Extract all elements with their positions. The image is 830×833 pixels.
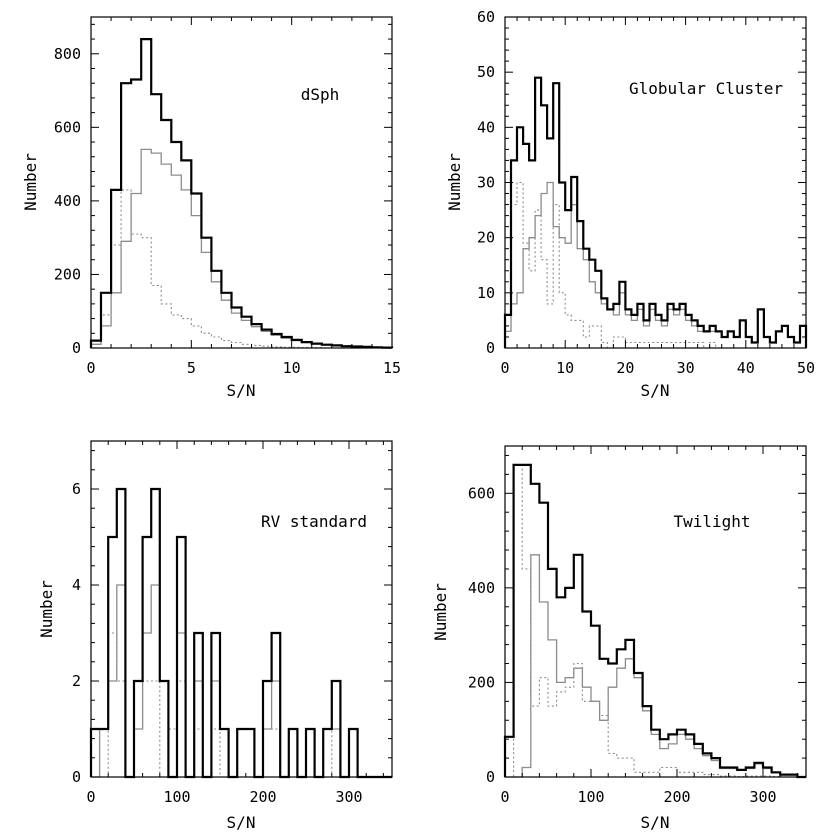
x-tick-label: 0 xyxy=(500,788,509,806)
chart-title: Globular Cluster xyxy=(629,79,783,98)
y-tick-label: 4 xyxy=(72,576,81,594)
x-tick-label: 40 xyxy=(737,359,755,377)
x-tick-label: 15 xyxy=(383,359,401,377)
chart-title: Twilight xyxy=(673,512,750,531)
y-tick-label: 600 xyxy=(54,118,81,136)
y-axis-label: Number xyxy=(37,580,56,638)
y-tick-label: 0 xyxy=(72,768,81,786)
y-tick-label: 40 xyxy=(477,118,495,136)
histogram-series-solid xyxy=(504,181,807,348)
y-tick-label: 20 xyxy=(477,229,495,247)
chart-title: RV standard xyxy=(261,512,367,531)
panel-globular-cluster: 0 10 20 30 40 50 0 10 20 30 40 50 60 Globular Cluste… xyxy=(445,8,815,400)
plot-frame xyxy=(90,440,393,778)
x-tick-label: 100 xyxy=(163,788,190,806)
x-tick-label: 300 xyxy=(335,788,362,806)
y-tick-label: 0 xyxy=(72,339,81,357)
y-tick-label: 6 xyxy=(72,480,81,498)
histogram-series-total xyxy=(89,487,392,779)
x-axis-label: S/N xyxy=(227,813,256,832)
y-tick-label: 400 xyxy=(468,579,495,597)
histogram-series-total xyxy=(89,38,394,349)
y-axis-label: Number xyxy=(445,153,464,211)
histogram-series-total xyxy=(503,76,808,348)
x-tick-label: 50 xyxy=(797,359,815,377)
y-tick-label: 200 xyxy=(468,673,495,691)
y-tick-label: 50 xyxy=(477,63,495,81)
y-tick-label: 600 xyxy=(468,484,495,502)
plot-frame xyxy=(504,445,807,778)
y-tick-label: 60 xyxy=(477,8,495,26)
histogram-series-dotted xyxy=(90,632,392,778)
x-tick-label: 100 xyxy=(577,788,604,806)
y-tick-label: 10 xyxy=(477,284,495,302)
x-tick-label: 300 xyxy=(749,788,776,806)
x-axis-label: S/N xyxy=(641,813,670,832)
x-tick-label: 200 xyxy=(249,788,276,806)
x-tick-label: 10 xyxy=(283,359,301,377)
panel-rv-standard: 0 100 200 300 0 2 4 6 RV standard S/N Number xyxy=(37,440,393,832)
x-tick-label: 20 xyxy=(616,359,634,377)
y-axis-label: Number xyxy=(21,153,40,211)
y-tick-label: 400 xyxy=(54,192,81,210)
x-tick-label: 5 xyxy=(187,359,196,377)
x-tick-label: 30 xyxy=(677,359,695,377)
y-tick-label: 30 xyxy=(477,174,495,192)
x-tick-label: 0 xyxy=(500,359,509,377)
x-tick-label: 0 xyxy=(86,359,95,377)
y-axis-label: Number xyxy=(431,583,450,641)
histogram-series-solid xyxy=(505,554,806,778)
panel-twilight: 0 100 200 300 0 200 400 600 Twilight S/N Number xyxy=(431,445,807,832)
histogram-series-dotted xyxy=(90,189,392,349)
plot-frame xyxy=(90,16,393,349)
x-axis-label: S/N xyxy=(227,381,256,400)
y-tick-label: 200 xyxy=(54,265,81,283)
x-tick-label: 200 xyxy=(663,788,690,806)
y-tick-label: 800 xyxy=(54,45,81,63)
histogram-series-solid xyxy=(90,148,393,349)
chart-title: dSph xyxy=(301,85,340,104)
y-tick-label: 0 xyxy=(486,339,495,357)
x-tick-label: 0 xyxy=(86,788,95,806)
panel-dsph: 0 5 10 15 0 200 400 600 800 dSph S/N Number xyxy=(21,16,401,400)
plot-frame xyxy=(504,16,807,349)
y-tick-label: 2 xyxy=(72,672,81,690)
histogram-series-total xyxy=(503,463,806,779)
x-axis-label: S/N xyxy=(641,381,670,400)
histogram-series-dotted xyxy=(504,181,806,349)
x-tick-label: 10 xyxy=(556,359,574,377)
y-tick-label: 0 xyxy=(486,768,495,786)
